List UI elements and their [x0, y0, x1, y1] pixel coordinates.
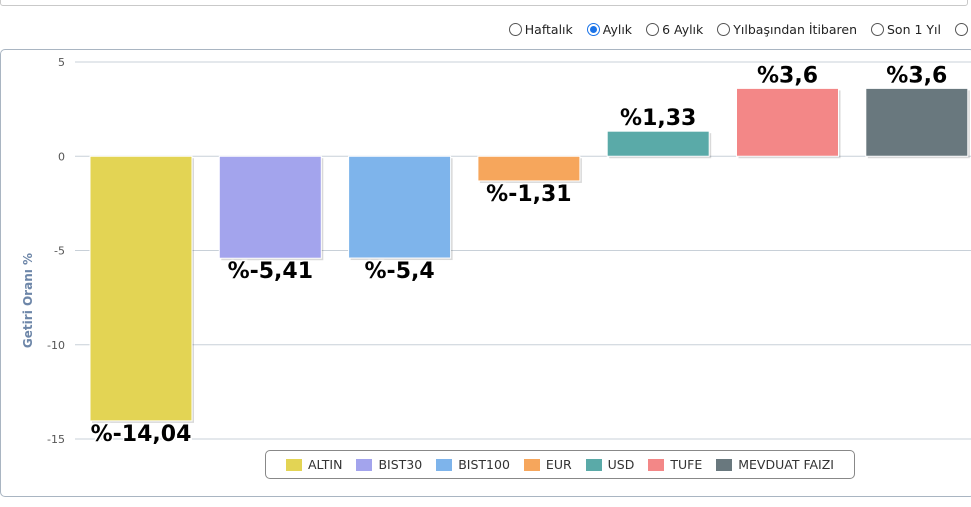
legend-label: BIST100	[458, 457, 510, 472]
period-selector: Haftalık Aylık 6 Aylık Yılbaşından İtibaren…	[495, 19, 971, 39]
radio-unchecked-icon[interactable]	[717, 22, 731, 36]
period-option[interactable]: Aylık	[586, 21, 633, 37]
radio-checked-icon[interactable]	[586, 22, 600, 36]
legend-item[interactable]: BIST30	[356, 457, 422, 472]
period-option[interactable]: 6 Aylık	[646, 22, 703, 37]
period-option-label: Aylık	[602, 21, 633, 37]
bar-altin	[89, 155, 193, 422]
legend-swatch	[523, 458, 540, 471]
legend-label: ALTIN	[308, 457, 343, 472]
legend-item[interactable]: ALTIN	[286, 457, 342, 472]
bar-bist100	[348, 155, 452, 259]
legend-label: USD	[607, 457, 635, 472]
legend-swatch	[356, 458, 373, 471]
chart-legend: ALTIN BIST30 BIST100 EUR USD TUFE MEVDUAT FAIZ…	[265, 450, 855, 479]
data-label: %-5,41	[228, 259, 313, 284]
legend-item[interactable]: EUR	[523, 457, 572, 472]
y-tick-label: -10	[47, 339, 65, 352]
radio-unchecked-icon[interactable]	[508, 22, 522, 36]
legend-label: MEVDUAT FAIZI	[738, 457, 834, 472]
chart-container: 5 0 -5 -10 -15 Getiri Oranı % %-14,04 %-5,41 %-5…	[0, 49, 971, 497]
legend-label: BIST30	[378, 457, 423, 472]
legend-label: EUR	[545, 457, 572, 472]
top-input-field[interactable]	[0, 0, 968, 6]
data-label: %3,6	[757, 63, 818, 88]
legend-item[interactable]: BIST100	[436, 457, 510, 472]
data-label: %-14,04	[91, 422, 192, 447]
radio-unchecked-icon[interactable]	[955, 22, 968, 36]
legend-item[interactable]: MEVDUAT FAIZI	[716, 457, 834, 472]
data-label: %-5,4	[365, 259, 435, 284]
data-label: %3,6	[886, 63, 947, 88]
y-tick-label: 5	[58, 56, 65, 69]
legend-swatch	[436, 458, 453, 471]
y-tick-label: -15	[47, 433, 65, 446]
period-option-label: Son 1 Yıl	[887, 21, 941, 37]
legend-swatch	[286, 458, 302, 471]
y-tick-label: -5	[54, 245, 65, 258]
legend-swatch	[585, 458, 602, 471]
radio-unchecked-icon[interactable]	[871, 22, 884, 36]
period-option[interactable]: Son 1 Yıl	[871, 22, 941, 37]
period-option[interactable]: Yılbaşından İtibaren	[717, 22, 857, 37]
radio-dot-icon	[589, 25, 597, 33]
data-label: %1,33	[620, 106, 696, 131]
bar-eur	[477, 155, 581, 182]
bar-chart: 5 0 -5 -10 -15 Getiri Oranı % %-14,04 %-5,41 %-5…	[21, 56, 971, 448]
bar-bist30	[218, 155, 322, 259]
legend-swatch	[648, 458, 665, 471]
legend-item[interactable]: USD	[585, 457, 635, 472]
data-label: %-1,31	[486, 182, 571, 207]
period-option[interactable]	[955, 22, 971, 36]
period-option[interactable]: Haftalık	[508, 21, 573, 37]
period-option-label: Haftalık	[524, 21, 573, 37]
bar-mevduat-faizi	[865, 87, 969, 157]
bar-usd	[606, 130, 710, 157]
period-option-label: Yılbaşından İtibaren	[733, 21, 857, 37]
period-option-label: 6 Aylık	[662, 21, 704, 37]
legend-item[interactable]: TUFE	[648, 457, 702, 472]
legend-swatch	[716, 458, 733, 471]
y-axis-title: Getiri Oranı %	[21, 253, 35, 348]
radio-unchecked-icon[interactable]	[646, 22, 660, 36]
legend-label: TUFE	[670, 457, 703, 472]
bar-tufe	[736, 87, 839, 157]
y-tick-label: 0	[58, 150, 65, 163]
